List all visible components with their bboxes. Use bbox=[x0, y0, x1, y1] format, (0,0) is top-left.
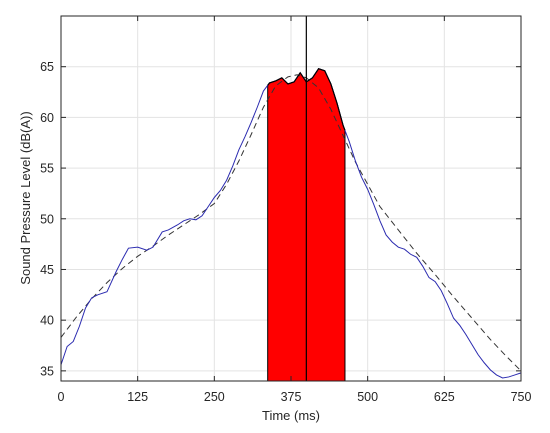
x-tick-label: 500 bbox=[357, 390, 378, 404]
x-tick-label: 375 bbox=[281, 390, 302, 404]
x-tick-label: 625 bbox=[434, 390, 455, 404]
tick-labels: 0 125 250 375 500 625 750 35 40 45 50 55 60 65 bbox=[40, 60, 531, 404]
y-tick-label: 40 bbox=[40, 314, 54, 328]
series-line-fit bbox=[60, 74, 522, 372]
x-tick-label: 0 bbox=[58, 390, 65, 404]
x-axis-label: Time (ms) bbox=[262, 408, 320, 423]
x-tick-label: 250 bbox=[204, 390, 225, 404]
y-tick-label: 50 bbox=[40, 212, 54, 226]
series-lines bbox=[60, 16, 522, 381]
y-tick-label: 55 bbox=[40, 162, 54, 176]
axes bbox=[60, 15, 522, 382]
y-tick-label: 45 bbox=[40, 263, 54, 277]
y-tick-label: 65 bbox=[40, 60, 54, 74]
y-tick-label: 60 bbox=[40, 111, 54, 125]
x-tick-label: 750 bbox=[511, 390, 532, 404]
y-axis-label: Sound Pressure Level (dB(A)) bbox=[18, 111, 33, 284]
y-tick-label: 35 bbox=[40, 364, 54, 378]
x-tick-label: 125 bbox=[127, 390, 148, 404]
